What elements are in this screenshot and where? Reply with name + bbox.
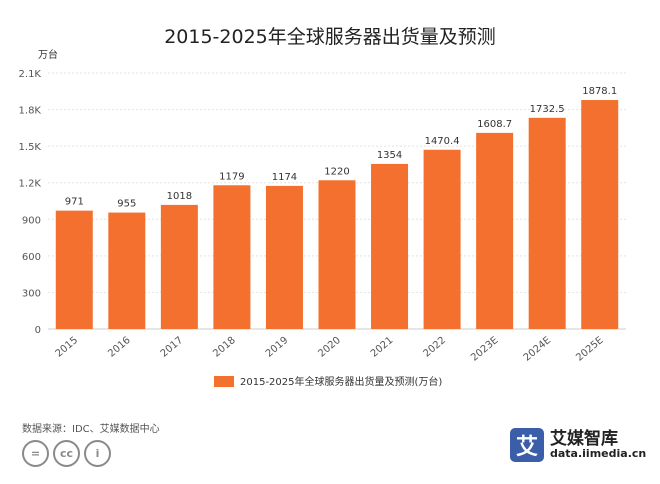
y-tick-label: 1.8K bbox=[19, 106, 42, 117]
y-tick-label: 300 bbox=[22, 288, 41, 299]
bar-value-label: 1174 bbox=[272, 172, 297, 183]
y-tick-label: 0 bbox=[35, 325, 41, 336]
x-tick-label: 2016 bbox=[106, 335, 133, 360]
bar-value-label: 955 bbox=[117, 199, 136, 210]
x-tick-label: 2024E bbox=[522, 335, 553, 364]
bar bbox=[108, 212, 146, 329]
brand-url: data.iimedia.cn bbox=[550, 447, 647, 461]
bar-value-label: 1732.5 bbox=[530, 104, 565, 115]
brand-name: 艾媒智库 bbox=[550, 428, 618, 449]
bar-value-label: 1018 bbox=[167, 191, 192, 202]
x-tick-label: 2017 bbox=[159, 335, 186, 360]
y-tick-label: 1.2K bbox=[19, 179, 42, 190]
brand-logo-icon: 艾 bbox=[510, 428, 544, 462]
bar bbox=[213, 185, 251, 329]
license-icons: = cc i bbox=[22, 440, 111, 467]
bar bbox=[318, 180, 356, 329]
x-tick-label: 2025E bbox=[574, 335, 605, 364]
y-axis-unit: 万台 bbox=[38, 48, 58, 61]
y-tick-label: 1.5K bbox=[19, 142, 42, 153]
x-tick-label: 2023E bbox=[469, 335, 500, 364]
y-tick-label: 2.1K bbox=[19, 69, 42, 80]
y-tick-label: 900 bbox=[22, 215, 41, 226]
source-note: 数据来源：IDC、艾媒数据中心 bbox=[22, 424, 160, 435]
bar bbox=[476, 132, 514, 329]
cc-license-icon: cc bbox=[53, 440, 80, 467]
legend-swatch bbox=[214, 376, 234, 387]
bar-value-label: 1470.4 bbox=[425, 136, 460, 147]
x-tick-label: 2022 bbox=[421, 335, 448, 360]
bar-value-label: 971 bbox=[65, 197, 84, 208]
chart-title: 2015-2025年全球服务器出货量及预测 bbox=[164, 26, 496, 48]
bar bbox=[423, 149, 461, 329]
by-license-icon: i bbox=[84, 440, 111, 467]
nd-license-icon: = bbox=[22, 440, 49, 467]
x-tick-label: 2021 bbox=[369, 335, 396, 360]
bar-value-label: 1179 bbox=[219, 171, 244, 182]
bar bbox=[55, 210, 93, 329]
x-tick-label: 2019 bbox=[264, 335, 291, 360]
bar-value-label: 1878.1 bbox=[582, 86, 617, 97]
bar-value-label: 1354 bbox=[377, 150, 402, 161]
legend-label: 2015-2025年全球服务器出货量及预测(万台) bbox=[240, 375, 442, 388]
y-tick-label: 600 bbox=[22, 252, 41, 263]
x-tick-label: 2020 bbox=[316, 335, 343, 360]
bar bbox=[160, 204, 198, 329]
bar-value-label: 1608.7 bbox=[477, 119, 512, 130]
bar bbox=[528, 117, 566, 329]
x-tick-label: 2018 bbox=[211, 335, 238, 360]
x-tick-label: 2015 bbox=[54, 335, 81, 360]
bar bbox=[265, 185, 303, 329]
bar bbox=[371, 163, 409, 329]
bar bbox=[581, 100, 619, 330]
brand-watermark: 艾 艾媒智库 data.iimedia.cn bbox=[510, 428, 646, 462]
bar-value-label: 1220 bbox=[324, 166, 349, 177]
